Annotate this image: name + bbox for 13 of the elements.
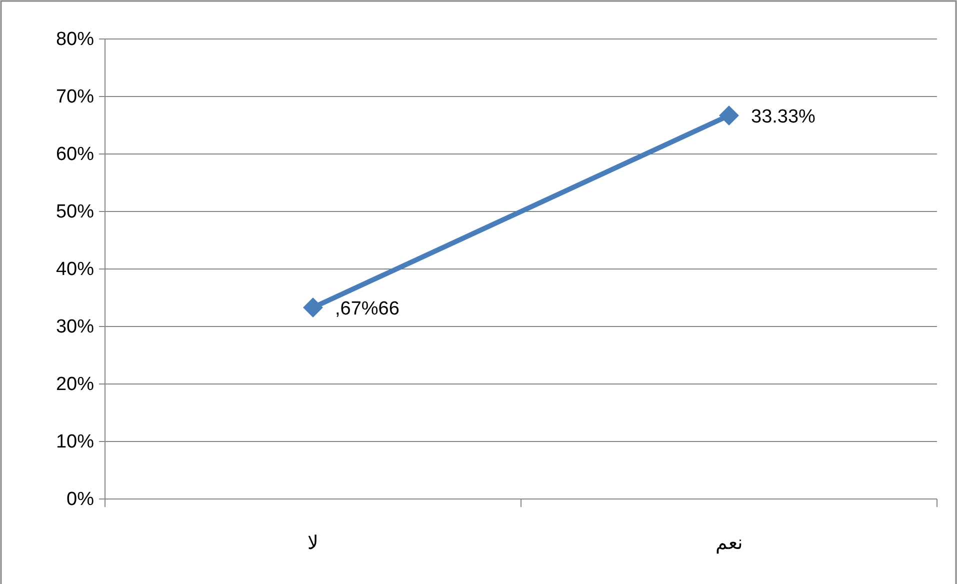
y-tick-label: 50% — [56, 202, 94, 223]
y-tick-label: 20% — [56, 374, 94, 396]
y-tick-label: 40% — [56, 259, 94, 280]
x-tick-label: نعم — [716, 533, 742, 554]
y-tick-label: 60% — [56, 144, 94, 166]
x-tick-label: لا — [308, 533, 318, 554]
y-tick-label: 10% — [56, 432, 94, 453]
y-tick-label: 70% — [56, 86, 94, 108]
y-tick-label: 80% — [56, 29, 94, 50]
annotation: 33.33% — [751, 106, 816, 128]
annotation: ,67%66 — [335, 298, 400, 320]
y-tick-label: 0% — [66, 489, 94, 510]
y-tick-label: 30% — [56, 316, 94, 338]
